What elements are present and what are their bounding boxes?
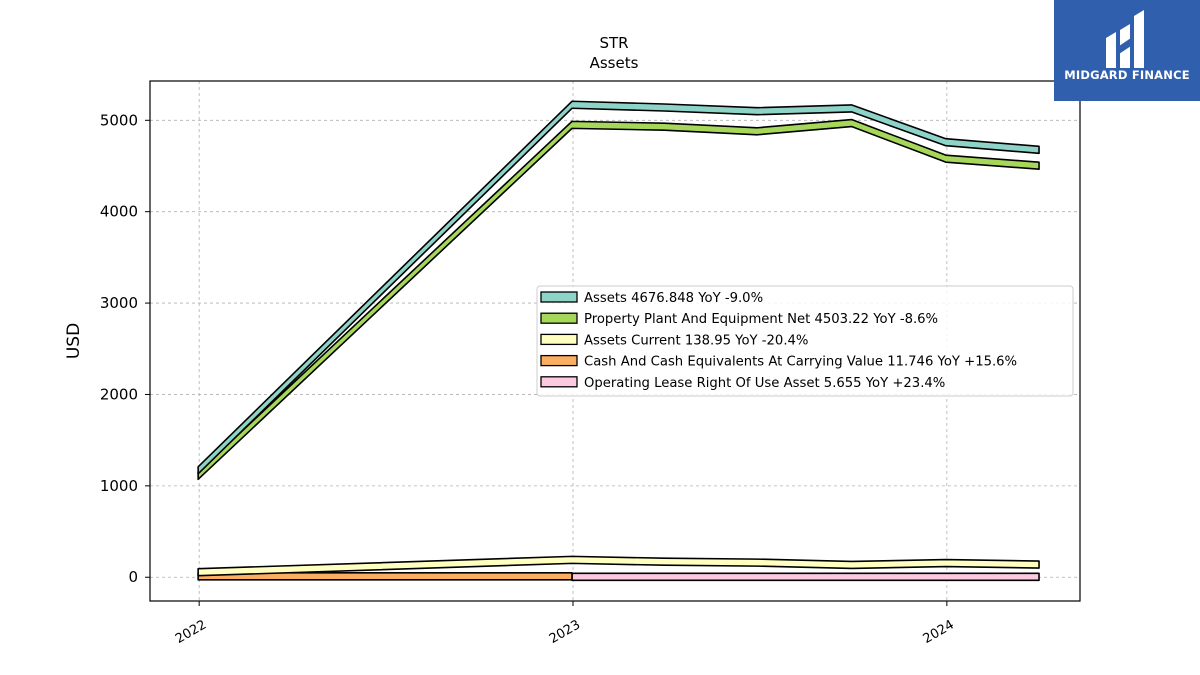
y-tick-label: 5000	[100, 111, 138, 129]
plot-frame	[149, 80, 1081, 602]
x-tick-label: 2022	[173, 617, 209, 647]
y-tick-label: 2000	[100, 385, 138, 403]
midgard-logo-icon	[1106, 10, 1144, 68]
legend-swatch	[540, 354, 578, 367]
brand-logo: MIDGARD FINANCE	[1054, 0, 1200, 101]
y-tick-label: 3000	[100, 294, 138, 312]
chart-subtitle: Assets	[590, 54, 639, 72]
legend-box	[536, 285, 1074, 397]
legend-swatch	[540, 291, 578, 303]
series-band	[571, 572, 1040, 582]
series-band	[197, 555, 1040, 577]
series-band	[197, 118, 1040, 481]
y-tick-label: 1000	[100, 477, 138, 495]
legend-label: Assets Current 138.95 YoY -20.4%	[584, 333, 808, 348]
x-tick-label: 2024	[921, 617, 957, 647]
brand-name: MIDGARD FINANCE	[1064, 68, 1190, 82]
legend-swatch	[540, 376, 578, 388]
legend: Assets 4676.848 YoY -9.0% Property Plant …	[536, 285, 1074, 397]
y-tick-label: 4000	[100, 203, 138, 221]
series-band	[197, 100, 1040, 475]
legend-label: Operating Lease Right Of Use Asset 5.655…	[584, 376, 945, 391]
legend-swatch	[540, 333, 578, 346]
legend-label: Cash And Cash Equivalents At Carrying Va…	[584, 355, 1017, 370]
legend-label: Property Plant And Equipment Net 4503.22…	[584, 312, 938, 327]
legend-label: Assets 4676.848 YoY -9.0%	[584, 291, 763, 306]
y-tick-label: 0	[128, 568, 138, 586]
series-band	[197, 572, 573, 581]
y-axis-label: USD	[64, 323, 84, 359]
legend-swatch	[540, 312, 578, 324]
chart-title: STR	[599, 34, 628, 52]
series-layer	[197, 100, 1040, 582]
x-tick-label: 2023	[547, 617, 583, 647]
